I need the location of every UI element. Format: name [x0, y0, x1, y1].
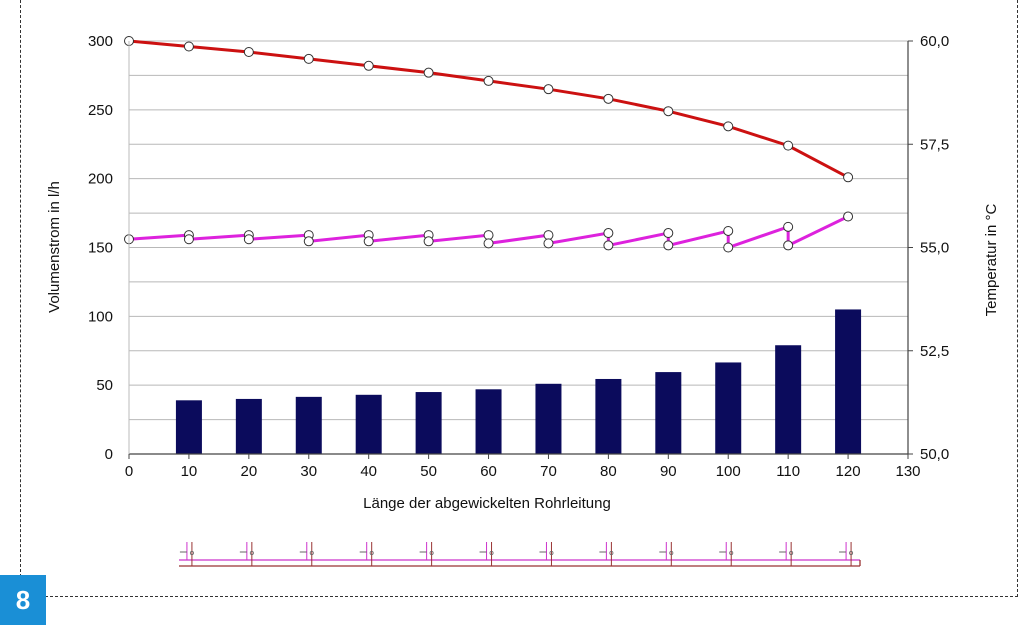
- magenta-line-point: [663, 240, 674, 251]
- y-right-tick-label: 55,0: [920, 240, 949, 257]
- schematic-valve: [429, 551, 434, 556]
- y-left-tick-label: 100: [88, 308, 113, 325]
- magenta-line-point: [243, 234, 254, 245]
- red-line-point: [843, 172, 854, 183]
- y-right-tick-label: 52,5: [920, 343, 949, 360]
- line-series: [124, 36, 854, 253]
- schematic-valve: [189, 551, 194, 556]
- y-right-tick-label: 60,0: [920, 33, 949, 50]
- bar: [175, 400, 202, 454]
- x-tick-label: 110: [776, 463, 800, 480]
- y-left-tick-label: 150: [88, 240, 113, 257]
- schematic-valve: [669, 551, 674, 556]
- magenta-line-point: [543, 238, 554, 249]
- bar: [835, 309, 862, 454]
- schematic-valve: [249, 551, 254, 556]
- pipe-schematic: [179, 542, 861, 567]
- magenta-line-point: [663, 228, 674, 239]
- magenta-line-point: [543, 230, 554, 241]
- magenta-line-point: [183, 234, 194, 245]
- figure-frame: [20, 0, 1018, 597]
- magenta-line-point: [723, 225, 734, 236]
- schematic-valve: [789, 551, 794, 556]
- magenta-line-point: [783, 240, 794, 251]
- schematic-valve: [489, 551, 494, 556]
- schematic-valve: [609, 551, 614, 556]
- bar: [295, 396, 322, 454]
- y-right-tick-label: 57,5: [920, 136, 949, 153]
- bar: [775, 345, 802, 454]
- x-tick-label: 130: [895, 463, 920, 480]
- x-tick-label: 0: [125, 463, 133, 480]
- axes: [128, 40, 913, 459]
- x-tick-label: 90: [660, 463, 677, 480]
- bar: [535, 383, 562, 454]
- red-line-point: [483, 75, 494, 86]
- x-tick-label: 60: [480, 463, 497, 480]
- bar-series: [175, 309, 862, 454]
- y-left-tick-label: 50: [96, 377, 113, 394]
- schematic-valve: [369, 551, 374, 556]
- magenta-line-point: [783, 221, 794, 232]
- magenta-line-point: [483, 238, 494, 249]
- x-tick-label: 20: [241, 463, 258, 480]
- bar: [475, 389, 502, 454]
- bar: [655, 372, 682, 454]
- bar: [415, 392, 442, 454]
- bar: [235, 398, 262, 454]
- x-tick-label: 40: [360, 463, 377, 480]
- tick-labels: 0 10 20 30 40 50 60 70 80 90 100 110 120 130 0 50 100 150…: [88, 33, 949, 480]
- red-line-point: [783, 140, 794, 151]
- grid-lines: [129, 40, 908, 421]
- red-line: [128, 39, 849, 179]
- x-tick-label: 30: [300, 463, 317, 480]
- red-line-point: [603, 93, 614, 104]
- magenta-line-point: [363, 236, 374, 247]
- bar: [355, 394, 382, 454]
- y-left-tick-label: 0: [105, 446, 113, 463]
- bar: [715, 362, 742, 454]
- red-line-point: [243, 47, 254, 58]
- schematic-valve: [549, 551, 554, 556]
- x-tick-label: 100: [716, 463, 741, 480]
- volume-flow-temperature-chart: 0 10 20 30 40 50 60 70 80 90 100 110 120 130 0 50 100 150…: [46, 33, 1000, 567]
- magenta-line-point: [723, 242, 734, 253]
- magenta-line-point: [423, 236, 434, 247]
- y-left-tick-label: 200: [88, 171, 113, 188]
- y-axis-left-title: Volumenstrom in l/h: [46, 181, 63, 313]
- figure-number-badge: 8: [0, 575, 46, 625]
- red-line-point: [423, 67, 434, 78]
- red-line-point: [303, 53, 314, 64]
- red-line-point: [543, 84, 554, 95]
- y-left-tick-label: 300: [88, 33, 113, 50]
- y-left-tick-label: 250: [88, 102, 113, 119]
- magenta-line-point: [843, 211, 854, 222]
- magenta-line-point: [483, 230, 494, 241]
- x-tick-label: 50: [420, 463, 437, 480]
- x-tick-label: 10: [181, 463, 198, 480]
- red-line-point: [363, 60, 374, 71]
- magenta-line-point: [303, 236, 314, 247]
- x-axis-title: Länge der abgewickelten Rohrleitung: [363, 495, 611, 512]
- x-tick-label: 80: [600, 463, 617, 480]
- y-right-tick-label: 50,0: [920, 446, 949, 463]
- schematic-valve: [849, 551, 854, 556]
- red-line-point: [663, 106, 674, 117]
- y-axis-right-title: Temperatur in °C: [983, 203, 1000, 316]
- red-line-point: [183, 41, 194, 52]
- magenta-line-point: [603, 228, 614, 239]
- x-tick-label: 70: [540, 463, 557, 480]
- x-tick-label: 120: [836, 463, 861, 480]
- bar: [595, 378, 622, 454]
- red-line-point: [723, 121, 734, 132]
- schematic-valve: [309, 551, 314, 556]
- schematic-valve: [729, 551, 734, 556]
- magenta-line-point: [603, 240, 614, 251]
